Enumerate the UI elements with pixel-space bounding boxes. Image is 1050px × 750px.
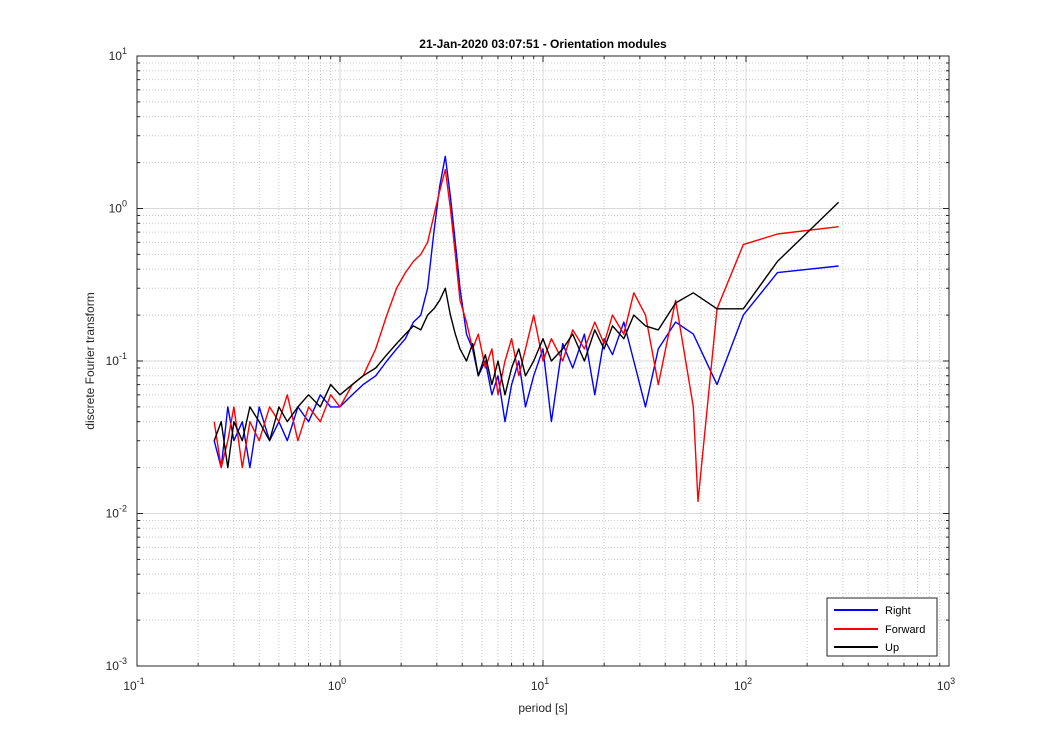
tick-layer: 10-1 100 101 102 103 10-3 10-2 10-1 100 101 (106, 46, 956, 693)
x-tick-label: 100 (328, 676, 346, 693)
y-tick-label: 10-3 (106, 656, 127, 673)
series-line-right (213, 155, 839, 469)
series-line-forward (213, 168, 839, 503)
x-tick-label: 103 (937, 676, 955, 693)
legend-label-right: Right (885, 605, 911, 617)
series-layer (213, 155, 840, 503)
x-tick-label: 101 (531, 676, 549, 693)
grid-layer (137, 56, 949, 666)
y-tick-label: 10-2 (106, 504, 127, 521)
y-tick-label: 100 (109, 199, 127, 216)
legend: Right Forward Up (826, 597, 938, 657)
x-tick-label: 10-1 (123, 676, 144, 693)
x-axis-label: period [s] (518, 701, 567, 715)
x-tick-label: 102 (734, 676, 752, 693)
chart-title: 21-Jan-2020 03:07:51 - Orientation modul… (419, 37, 667, 51)
y-axis-label: discrete Fourier transform (83, 292, 97, 429)
y-tick-label: 101 (109, 46, 127, 63)
legend-label-up: Up (885, 642, 899, 654)
y-tick-label: 10-1 (106, 351, 127, 368)
legend-label-forward: Forward (885, 624, 925, 636)
series-line-up (213, 201, 840, 469)
